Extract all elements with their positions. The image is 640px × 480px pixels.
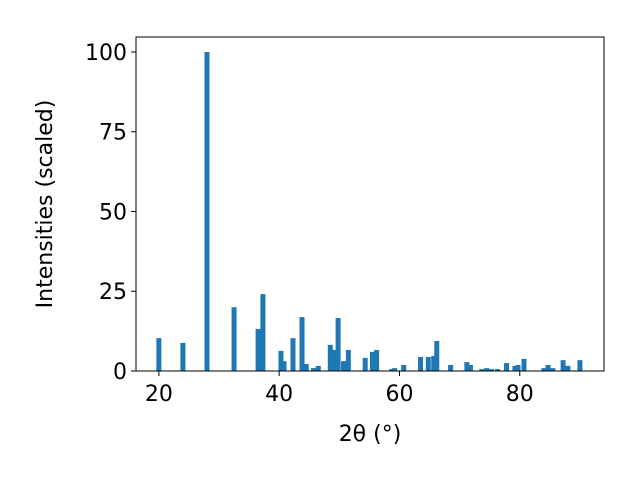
- bar: [389, 369, 395, 371]
- bar: [362, 357, 368, 371]
- x-tick-label: 60: [385, 382, 413, 407]
- bar: [515, 364, 521, 371]
- bar: [489, 369, 495, 371]
- bar: [332, 349, 338, 371]
- bar: [401, 364, 407, 371]
- x-tick-label: 40: [265, 382, 293, 407]
- bar: [479, 369, 485, 371]
- y-axis-label: Intensities (scaled): [33, 100, 58, 309]
- y-tick-label: 100: [85, 41, 127, 66]
- bar: [504, 363, 510, 371]
- bar: [512, 365, 518, 371]
- bar: [369, 351, 375, 371]
- x-tick-label: 20: [145, 382, 173, 407]
- bar: [299, 317, 305, 371]
- bar: [204, 51, 210, 371]
- bar: [341, 361, 347, 371]
- x-axis-label: 2θ (°): [339, 422, 402, 447]
- bar: [541, 368, 547, 371]
- bar: [434, 341, 440, 371]
- bar: [565, 365, 571, 371]
- bar: [495, 369, 501, 371]
- bar: [303, 363, 309, 371]
- bar: [315, 365, 321, 371]
- bar: [374, 349, 380, 371]
- bar: [231, 307, 237, 371]
- bar: [345, 349, 351, 371]
- bar: [290, 338, 296, 371]
- bar: [425, 356, 431, 371]
- x-tick-label: 80: [506, 382, 534, 407]
- bar: [464, 362, 470, 371]
- bar: [278, 350, 284, 371]
- bar: [431, 356, 437, 371]
- y-tick-label: 25: [99, 280, 127, 305]
- bar: [156, 338, 162, 371]
- bar: [545, 364, 551, 371]
- bar: [180, 342, 186, 371]
- bar: [260, 294, 266, 371]
- y-tick-label: 75: [99, 121, 127, 146]
- bar: [281, 361, 287, 371]
- y-tick-label: 50: [99, 200, 127, 225]
- bar: [310, 368, 316, 371]
- bar: [577, 360, 583, 371]
- plot-frame: [135, 36, 605, 372]
- bar: [484, 368, 490, 371]
- bar: [392, 368, 398, 371]
- bar: [255, 328, 261, 371]
- bar: [327, 344, 333, 371]
- bar: [550, 368, 556, 371]
- bar: [467, 364, 473, 371]
- bar: [335, 318, 341, 371]
- bar: [448, 364, 454, 371]
- bar: [418, 356, 424, 371]
- y-tick-label: 0: [113, 360, 127, 385]
- bar: [521, 358, 527, 371]
- bar: [560, 360, 566, 371]
